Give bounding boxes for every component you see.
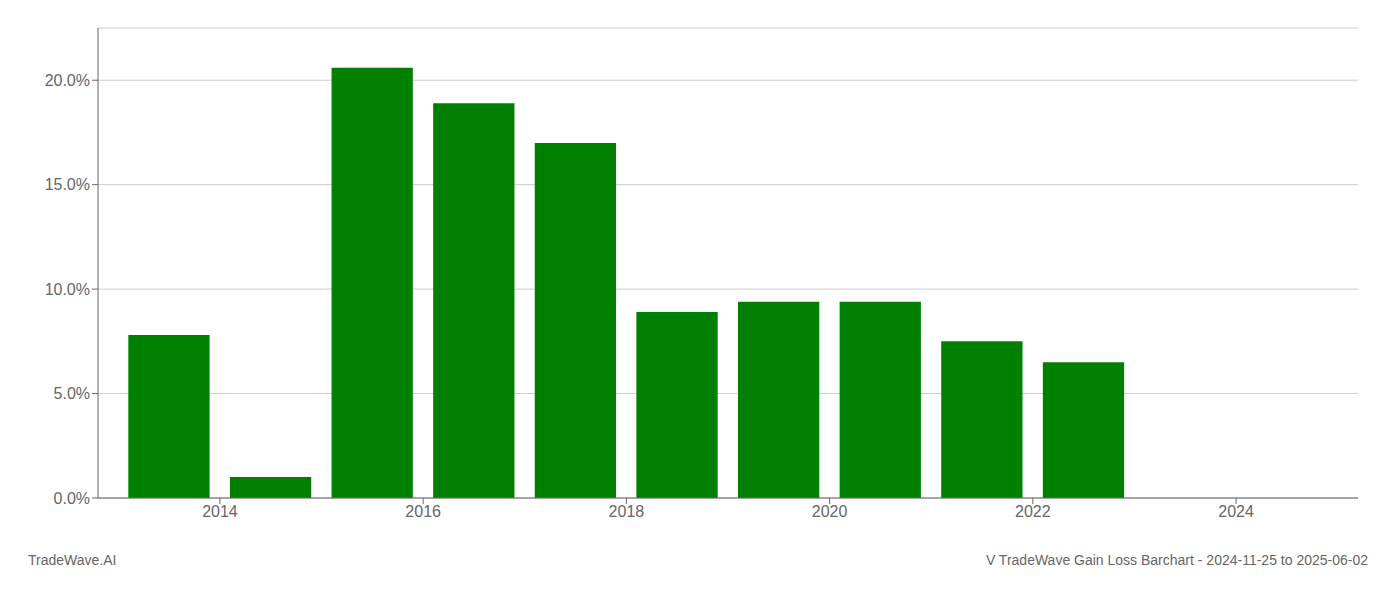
svg-text:2024: 2024 [1218,503,1254,520]
svg-text:0.0%: 0.0% [54,490,90,507]
svg-text:20.0%: 20.0% [45,72,90,89]
html-text:TradeWave.AI: TradeWave.AI [28,552,117,568]
svg-text:2018: 2018 [609,503,645,520]
svg-text:2022: 2022 [1015,503,1051,520]
svg-text:5.0%: 5.0% [54,385,90,402]
svg-text:10.0%: 10.0% [45,281,90,298]
svg-text:2016: 2016 [405,503,441,520]
svg-text:2014: 2014 [202,503,238,520]
html-text:V TradeWave Gain Loss Barchart: V TradeWave Gain Loss Barchart - 2024-11… [985,552,1368,568]
svg-text:15.0%: 15.0% [45,176,90,193]
svg-text:2020: 2020 [812,503,848,520]
